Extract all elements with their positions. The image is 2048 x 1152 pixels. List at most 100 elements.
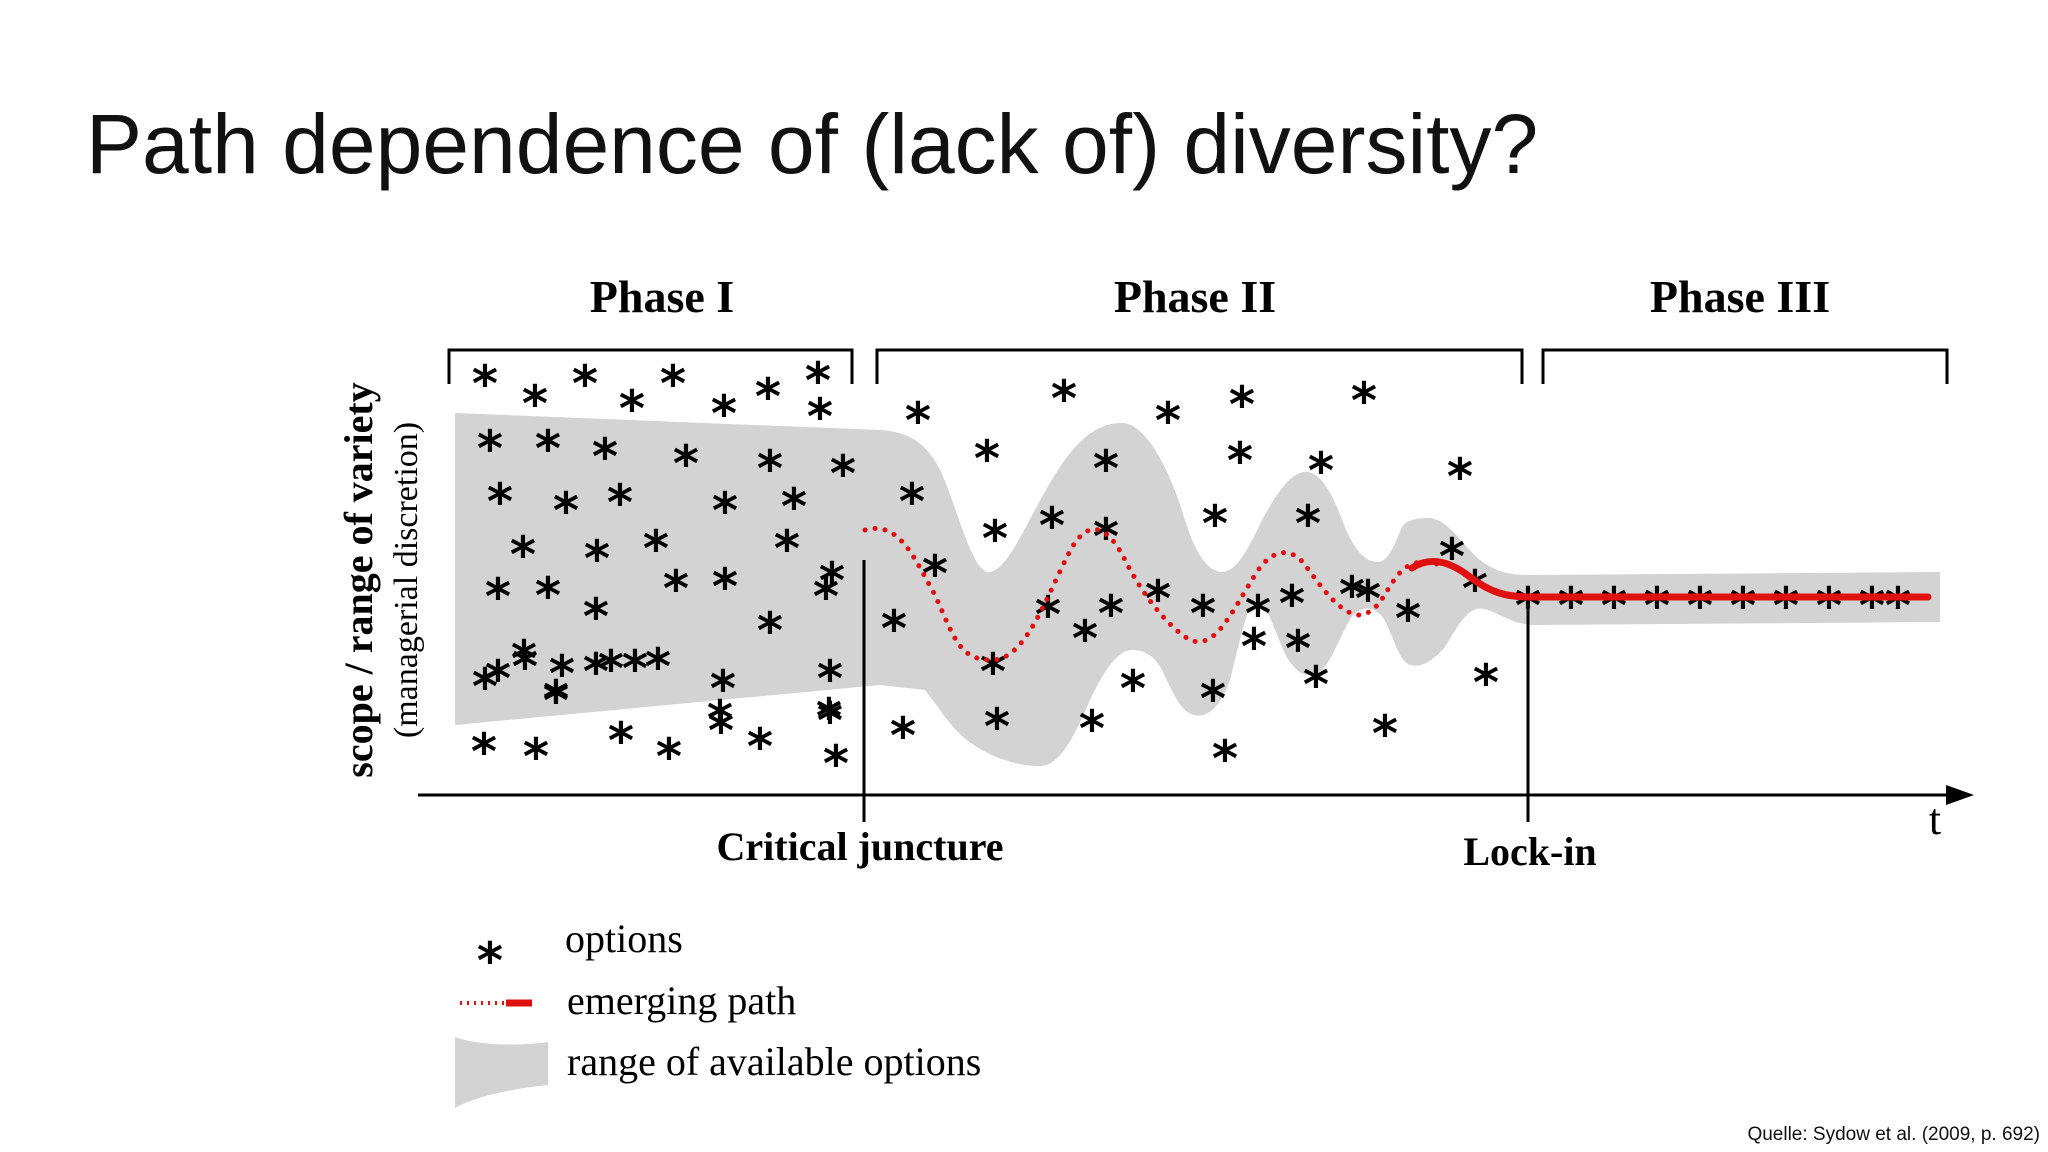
option-star-icon: *	[813, 568, 839, 626]
option-star-icon: *	[1303, 656, 1329, 714]
option-star-icon: *	[622, 640, 648, 698]
option-star-icon: *	[757, 440, 783, 498]
option-star-icon: *	[712, 558, 738, 616]
option-star-icon: *	[1473, 654, 1499, 712]
option-star-icon: *	[708, 702, 734, 760]
option-star-icon: *	[817, 692, 843, 750]
option-star-icon: *	[747, 718, 773, 776]
option-star-icon: *	[485, 650, 511, 708]
y-axis-sublabel: (managerial discretion)	[388, 422, 425, 738]
option-star-icon: *	[1439, 528, 1465, 586]
option-star-icon: *	[1227, 432, 1253, 490]
option-star-icon: *	[598, 640, 624, 698]
option-star-icon: *	[1558, 577, 1584, 635]
option-star-icon: *	[899, 473, 925, 531]
option-star-icon: *	[643, 520, 669, 578]
option-star-icon: *	[660, 355, 686, 413]
option-star-icon: *	[1447, 448, 1473, 506]
option-star-icon: *	[584, 530, 610, 588]
option-star-icon: *	[645, 638, 671, 696]
phase-label: Phase III	[1650, 271, 1830, 322]
legend-options-label: options	[565, 916, 683, 961]
option-star-icon: *	[890, 707, 916, 765]
option-star-icon: *	[583, 588, 609, 646]
options-layer: * * * * ** * *** * * * * ** * * * ** * * ** * * * * ** * * * **** **…	[471, 352, 1911, 793]
option-star-icon: *	[1039, 497, 1065, 555]
option-star-icon: *	[830, 445, 856, 503]
option-star-icon: *	[1212, 730, 1238, 788]
option-star-icon: *	[1145, 570, 1171, 628]
option-star-icon: *	[535, 420, 561, 478]
option-star-icon: *	[881, 600, 907, 658]
option-star-icon: *	[1072, 610, 1098, 668]
legend-path-label: emerging path	[567, 978, 796, 1023]
option-star-icon: *	[592, 428, 618, 486]
x-axis-arrowhead	[1946, 785, 1974, 805]
option-star-icon: *	[523, 728, 549, 786]
option-star-icon: *	[1644, 577, 1670, 635]
option-star-icon: *	[1098, 585, 1124, 643]
option-star-icon: *	[1241, 618, 1267, 676]
option-star-icon: *	[1279, 575, 1305, 633]
option-star-icon: *	[984, 698, 1010, 756]
option-star-icon: *	[1601, 577, 1627, 635]
x-axis-label: t	[1929, 795, 1941, 844]
option-star-icon: *	[673, 435, 699, 493]
citation: Quelle: Sydow et al. (2009, p. 692)	[1747, 1124, 2040, 1145]
option-star-icon: *	[757, 602, 783, 660]
lock-in-label: Lock-in	[1463, 829, 1596, 874]
option-star-icon: *	[607, 474, 633, 532]
option-star-icon: *	[1285, 620, 1311, 678]
option-star-icon: *	[980, 643, 1006, 701]
legend-range-icon	[455, 1037, 548, 1108]
option-star-icon: *	[1079, 700, 1105, 758]
option-star-icon: *	[572, 355, 598, 413]
emerging-path-solid	[1408, 557, 1932, 601]
option-star-icon: *	[656, 728, 682, 786]
option-star-icon: *	[1051, 370, 1077, 428]
option-star-icon: *	[1395, 590, 1421, 648]
range-of-options-band	[455, 413, 1940, 766]
y-axis-label: scope / range of variety	[336, 382, 381, 777]
option-star-icon: *	[710, 660, 736, 718]
option-star-icon: *	[1859, 577, 1885, 635]
option-star-icon: *	[472, 658, 498, 716]
option-star-icon: *	[1035, 586, 1061, 644]
legend-range-label: range of available options	[567, 1039, 981, 1084]
option-star-icon: *	[712, 482, 738, 540]
option-star-icon: *	[1687, 577, 1713, 635]
option-star-icon: *	[1155, 392, 1181, 450]
option-star-icon: *	[535, 567, 561, 625]
emerging-path-dotted	[862, 525, 1443, 663]
option-star-icon: *	[485, 568, 511, 626]
option-star-icon: *	[905, 392, 931, 450]
option-star-icon: *	[1355, 570, 1381, 628]
option-star-icon: *	[807, 388, 833, 446]
option-star-icon: *	[1190, 585, 1216, 643]
option-star-icon: *	[511, 630, 537, 688]
option-star-icon: *	[522, 375, 548, 433]
option-star-icon: *	[1093, 508, 1119, 566]
legend-options-icon: *	[477, 932, 503, 990]
option-star-icon: *	[1245, 585, 1271, 643]
option-star-icon: *	[1730, 577, 1756, 635]
phase-3-bracket	[1541, 348, 1949, 384]
option-star-icon: *	[816, 688, 842, 746]
option-star-icon: *	[583, 643, 609, 701]
option-star-icon: *	[1773, 577, 1799, 635]
option-star-icon: *	[487, 473, 513, 531]
option-star-icon: *	[1229, 376, 1255, 434]
option-star-icon: *	[1372, 705, 1398, 763]
option-star-icon: *	[707, 690, 733, 748]
option-star-icon: *	[1202, 495, 1228, 553]
option-star-icon: *	[619, 380, 645, 438]
phase-2-bracket	[875, 348, 1524, 384]
option-star-icon: *	[781, 478, 807, 536]
option-star-icon: *	[755, 368, 781, 426]
option-star-icon: *	[543, 670, 569, 728]
option-star-icon: *	[1816, 577, 1842, 635]
option-star-icon: *	[711, 385, 737, 443]
phase-label: Phase II	[1114, 271, 1276, 322]
option-star-icon: *	[477, 420, 503, 478]
phase-label: Phase I	[590, 271, 734, 322]
